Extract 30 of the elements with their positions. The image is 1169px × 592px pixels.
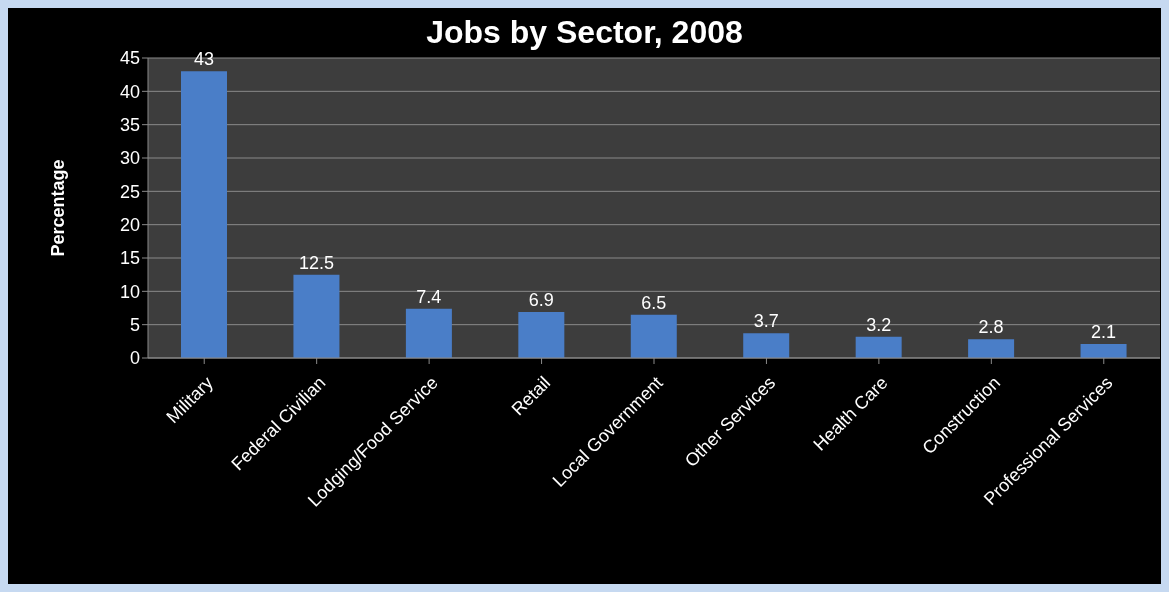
data-label: 3.2	[866, 314, 892, 335]
data-label: 7.4	[416, 286, 442, 307]
chart-title: Jobs by Sector, 2008	[426, 14, 743, 50]
data-label: 6.9	[528, 290, 554, 310]
y-tick-label: 5	[129, 315, 140, 336]
y-tick-label: 35	[119, 115, 140, 136]
bar	[518, 312, 565, 358]
y-tick-label: 30	[119, 148, 140, 169]
bar	[743, 333, 790, 358]
bar	[181, 71, 227, 358]
data-label: 43	[193, 49, 215, 70]
y-tick-label: 25	[119, 181, 140, 202]
y-tick-label: 0	[129, 348, 140, 369]
bar	[1080, 344, 1127, 358]
data-label: 3.7	[753, 311, 779, 332]
y-tick-label: 40	[119, 81, 140, 102]
data-label: 2.1	[1091, 322, 1117, 342]
bar	[630, 314, 677, 358]
y-tick-label: 20	[119, 215, 140, 236]
y-axis-title: Percentage	[48, 159, 69, 257]
bar	[405, 308, 452, 358]
bar	[293, 274, 340, 358]
data-label: 2.8	[978, 317, 1004, 338]
bar	[855, 336, 902, 358]
y-tick-label: 15	[119, 248, 140, 269]
bar	[968, 339, 1015, 358]
y-tick-label: 45	[119, 48, 140, 69]
data-label: 12.5	[298, 252, 334, 273]
data-label: 6.5	[641, 292, 667, 313]
y-tick-label: 10	[119, 281, 140, 302]
